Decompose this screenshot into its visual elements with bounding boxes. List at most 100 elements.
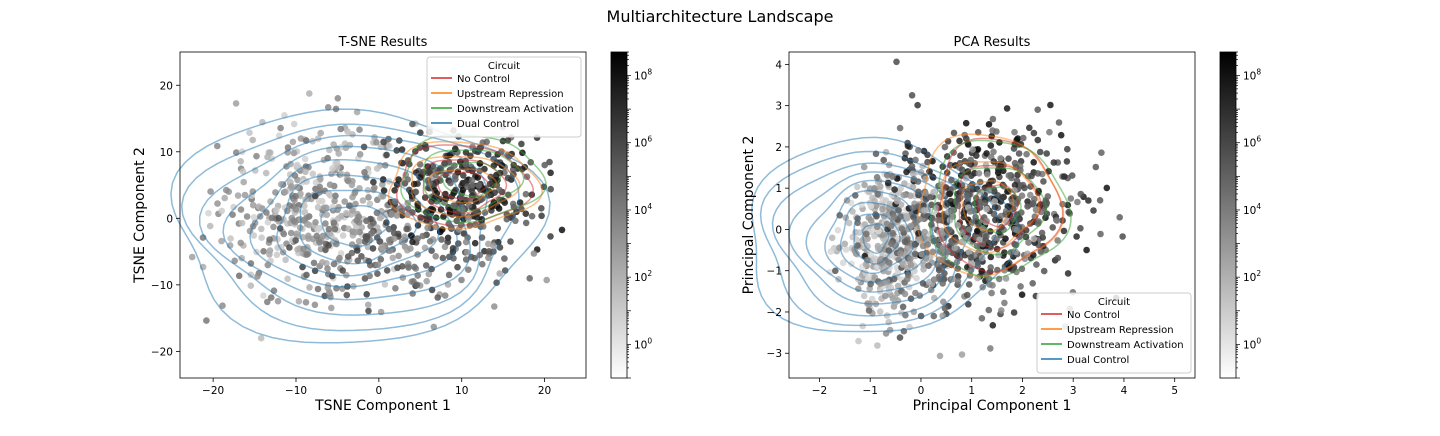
scatter-point <box>978 315 986 322</box>
scatter-point <box>325 190 333 197</box>
scatter-point <box>264 298 271 306</box>
scatter-point <box>861 181 868 189</box>
scatter-point <box>356 151 364 158</box>
colorbar-tick-label: 108 <box>1243 67 1261 82</box>
scatter-point <box>969 146 976 153</box>
scatter-point <box>351 229 359 236</box>
scatter-point <box>452 145 459 153</box>
scatter-point <box>951 244 959 252</box>
scatter-point <box>1036 148 1044 156</box>
legend: Circuit No Control Upstream Repression Down… <box>1036 292 1192 374</box>
scatter-point <box>370 178 377 186</box>
scatter-point <box>975 170 983 177</box>
scatter-point <box>250 214 258 221</box>
x-axis-label: TSNE Component 1 <box>314 398 451 414</box>
scatter-point <box>893 197 901 205</box>
scatter-point <box>292 237 300 244</box>
scatter-point <box>361 275 369 282</box>
scatter-point <box>393 212 401 219</box>
scatter-point <box>289 138 297 146</box>
y-tick-label: 0 <box>166 213 173 225</box>
scatter-point <box>854 183 861 191</box>
scatter-point <box>860 163 868 171</box>
scatter-point <box>901 290 909 298</box>
scatter-point <box>286 244 293 251</box>
scatter-point <box>871 255 879 262</box>
scatter-point <box>1009 198 1016 206</box>
kde-contour-line <box>824 190 927 283</box>
scatter-point <box>341 198 349 205</box>
scatter-point <box>479 195 486 202</box>
scatter-point <box>354 257 362 265</box>
scatter-point <box>908 92 916 99</box>
scatter-point <box>441 243 449 251</box>
scatter-point <box>234 192 242 199</box>
scatter-point <box>348 249 356 257</box>
scatter-point <box>987 345 994 352</box>
y-tick-label: 4 <box>775 59 782 71</box>
scatter-point <box>257 334 265 342</box>
scatter-point <box>898 225 906 233</box>
scatter-point <box>854 242 861 249</box>
scatter-point <box>941 143 949 151</box>
scatter-point <box>896 124 904 132</box>
scatter-point <box>413 281 421 289</box>
scatter-point <box>836 244 843 251</box>
scatter-point <box>338 170 346 178</box>
scatter-point <box>911 250 919 258</box>
scatter-point <box>908 162 916 170</box>
scatter-point <box>423 277 431 285</box>
y-axis-label: TSNE Component 2 <box>132 147 148 284</box>
scatter-point <box>946 190 954 198</box>
x-tick-label: −2 <box>812 385 827 397</box>
scatter-point <box>409 238 416 246</box>
scatter-point <box>1060 227 1068 235</box>
scatter-point <box>930 188 937 196</box>
scatter-point <box>896 334 904 341</box>
scatter-point <box>326 181 334 188</box>
scatter-point <box>1024 203 1031 210</box>
scatter-point <box>458 276 465 284</box>
scatter-point <box>964 291 971 299</box>
scatter-point <box>358 252 365 260</box>
scatter-point <box>983 205 990 213</box>
scatter-point <box>1033 261 1040 268</box>
kde-contour-line <box>400 134 547 224</box>
scatter-point <box>356 126 363 133</box>
scatter-point <box>903 168 910 176</box>
kde-contour-line <box>411 156 521 218</box>
scatter-point <box>865 307 873 314</box>
scatter-point <box>293 161 301 169</box>
scatter-point <box>259 205 266 212</box>
scatter-point <box>325 288 333 296</box>
scatter-point <box>336 254 343 262</box>
scatter-point <box>1017 158 1025 165</box>
scatter-point <box>1119 233 1126 240</box>
legend-label: Upstream Repression <box>457 89 564 100</box>
scatter-point <box>471 254 479 262</box>
scatter-point <box>297 135 305 142</box>
scatter-point <box>339 232 347 239</box>
kde-contour-line <box>771 162 975 317</box>
scatter-point <box>913 274 920 282</box>
scatter-point <box>1054 237 1061 244</box>
plot-frame <box>179 51 587 379</box>
scatter-point <box>460 172 467 179</box>
scatter-point <box>332 192 339 200</box>
legend-label: Downstream Activation <box>1067 340 1184 351</box>
legend-label: Upstream Repression <box>1067 325 1174 336</box>
scatter-point <box>258 225 265 233</box>
y-tick-label: −2 <box>767 307 782 319</box>
scatter-point <box>344 128 351 135</box>
kde-contour-line <box>976 184 1020 228</box>
scatter-point <box>313 232 321 240</box>
scatter-point <box>381 281 389 288</box>
scatter-point <box>355 237 363 245</box>
legend-label: No Control <box>457 74 510 85</box>
scatter-point <box>334 95 342 102</box>
scatter-point <box>983 233 990 240</box>
scatter-point <box>1028 172 1035 180</box>
scatter-point <box>390 229 398 237</box>
scatter-point <box>206 222 214 230</box>
